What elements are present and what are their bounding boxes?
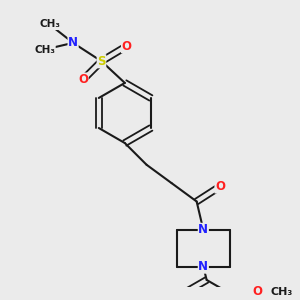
Text: CH₃: CH₃ [39,20,60,29]
Text: N: N [198,260,208,273]
Text: O: O [215,180,225,193]
Text: S: S [97,55,106,68]
Text: CH₃: CH₃ [271,287,293,297]
Text: O: O [78,73,88,86]
Text: N: N [68,36,78,50]
Text: CH₃: CH₃ [34,44,55,55]
Text: O: O [253,285,263,298]
Text: O: O [122,40,131,53]
Text: N: N [198,224,208,236]
